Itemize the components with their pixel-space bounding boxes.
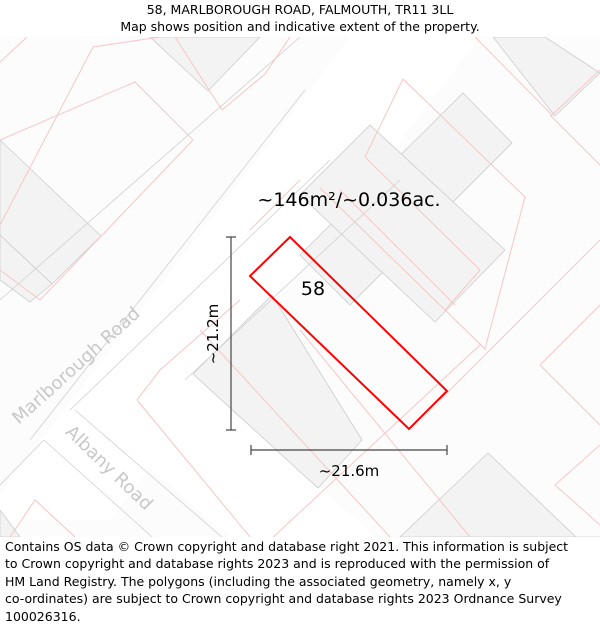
property-boundary[interactable] <box>248 235 449 431</box>
copyright-line: co-ordinates) are subject to Crown copyr… <box>5 591 562 607</box>
vertical-dimension <box>226 236 236 431</box>
horizontal-dimension-label: ~21.6m <box>319 462 380 480</box>
parcel-lines <box>0 37 600 537</box>
copyright-line: HM Land Registry. The polygons (includin… <box>5 573 512 589</box>
property-map[interactable]: Marlborough Road Albany Road ~21.2m ~21.… <box>0 37 600 537</box>
area-label: ~146m²/~0.036ac. <box>257 189 440 211</box>
horizontal-dimension <box>250 445 448 455</box>
map-header: 58, MARLBOROUGH ROAD, FALMOUTH, TR11 3LL… <box>0 0 600 38</box>
copyright-notice: Contains OS data © Crown copyright and d… <box>5 538 597 625</box>
map-subtitle: Map shows position and indicative extent… <box>120 19 480 34</box>
copyright-line: to Crown copyright and database rights 2… <box>5 556 550 572</box>
vertical-dimension-label: ~21.2m <box>204 304 222 365</box>
road-edges <box>0 37 401 537</box>
buildings <box>0 37 600 537</box>
copyright-line: Contains OS data © Crown copyright and d… <box>5 539 569 554</box>
plot-number-label: 58 <box>301 278 325 300</box>
property-address: 58, MARLBOROUGH ROAD, FALMOUTH, TR11 3LL <box>146 2 454 17</box>
copyright-line: 100026316. <box>5 608 81 624</box>
